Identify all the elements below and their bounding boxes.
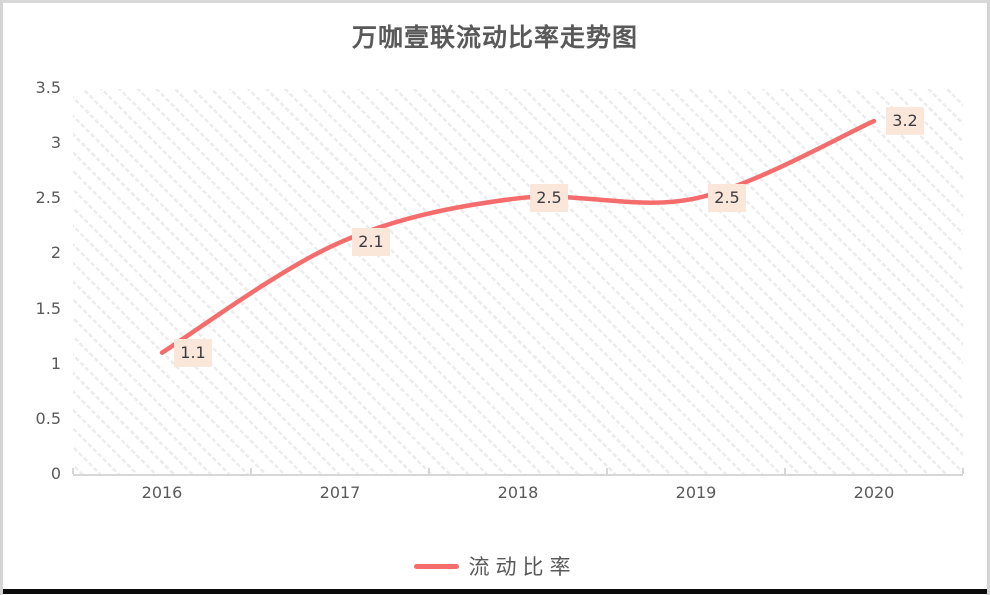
x-axis-category-label: 2018 [497, 483, 539, 502]
x-axis-tick-mark [962, 468, 964, 474]
y-axis-tick-label: 2.5 [35, 188, 61, 208]
x-axis-tick-mark [428, 468, 430, 474]
y-axis-tick-label: 0.5 [35, 408, 61, 428]
window-bottom-edge [3, 589, 987, 594]
x-axis-tick-mark [784, 468, 786, 474]
x-axis-category-label: 2016 [141, 483, 183, 502]
data-label: 2.5 [530, 184, 568, 213]
x-axis-tick-mark [250, 468, 252, 474]
x-axis-tick-mark [606, 468, 608, 474]
x-axis-category-label: 2019 [675, 483, 717, 502]
y-axis-tick-label: 3.5 [35, 78, 61, 97]
series-line [159, 118, 877, 355]
y-axis-tick-label: 1.5 [35, 298, 61, 318]
y-axis-tick-label: 1 [50, 353, 61, 373]
y-axis-tick-label: 0 [50, 464, 61, 483]
series-line-svg [159, 118, 877, 355]
data-label: 2.5 [708, 184, 746, 213]
data-label: 3.2 [886, 107, 924, 136]
data-label: 1.1 [174, 338, 212, 367]
x-axis-tick-mark [72, 468, 74, 474]
legend-label: 流动比率 [468, 555, 577, 579]
chart-title: 万咖壹联流动比率走势图 [351, 23, 638, 52]
legend: 流动比率 [3, 553, 987, 579]
x-axis-line [73, 474, 963, 476]
x-axis-category-label: 2020 [853, 483, 895, 502]
data-label: 2.1 [352, 228, 390, 257]
x-axis-category-label: 2017 [319, 483, 361, 502]
plot-pattern-background [73, 89, 963, 474]
legend-line-swatch [413, 563, 459, 569]
y-axis-tick-label: 2 [50, 243, 61, 263]
y-axis-tick-label: 3 [50, 133, 61, 153]
